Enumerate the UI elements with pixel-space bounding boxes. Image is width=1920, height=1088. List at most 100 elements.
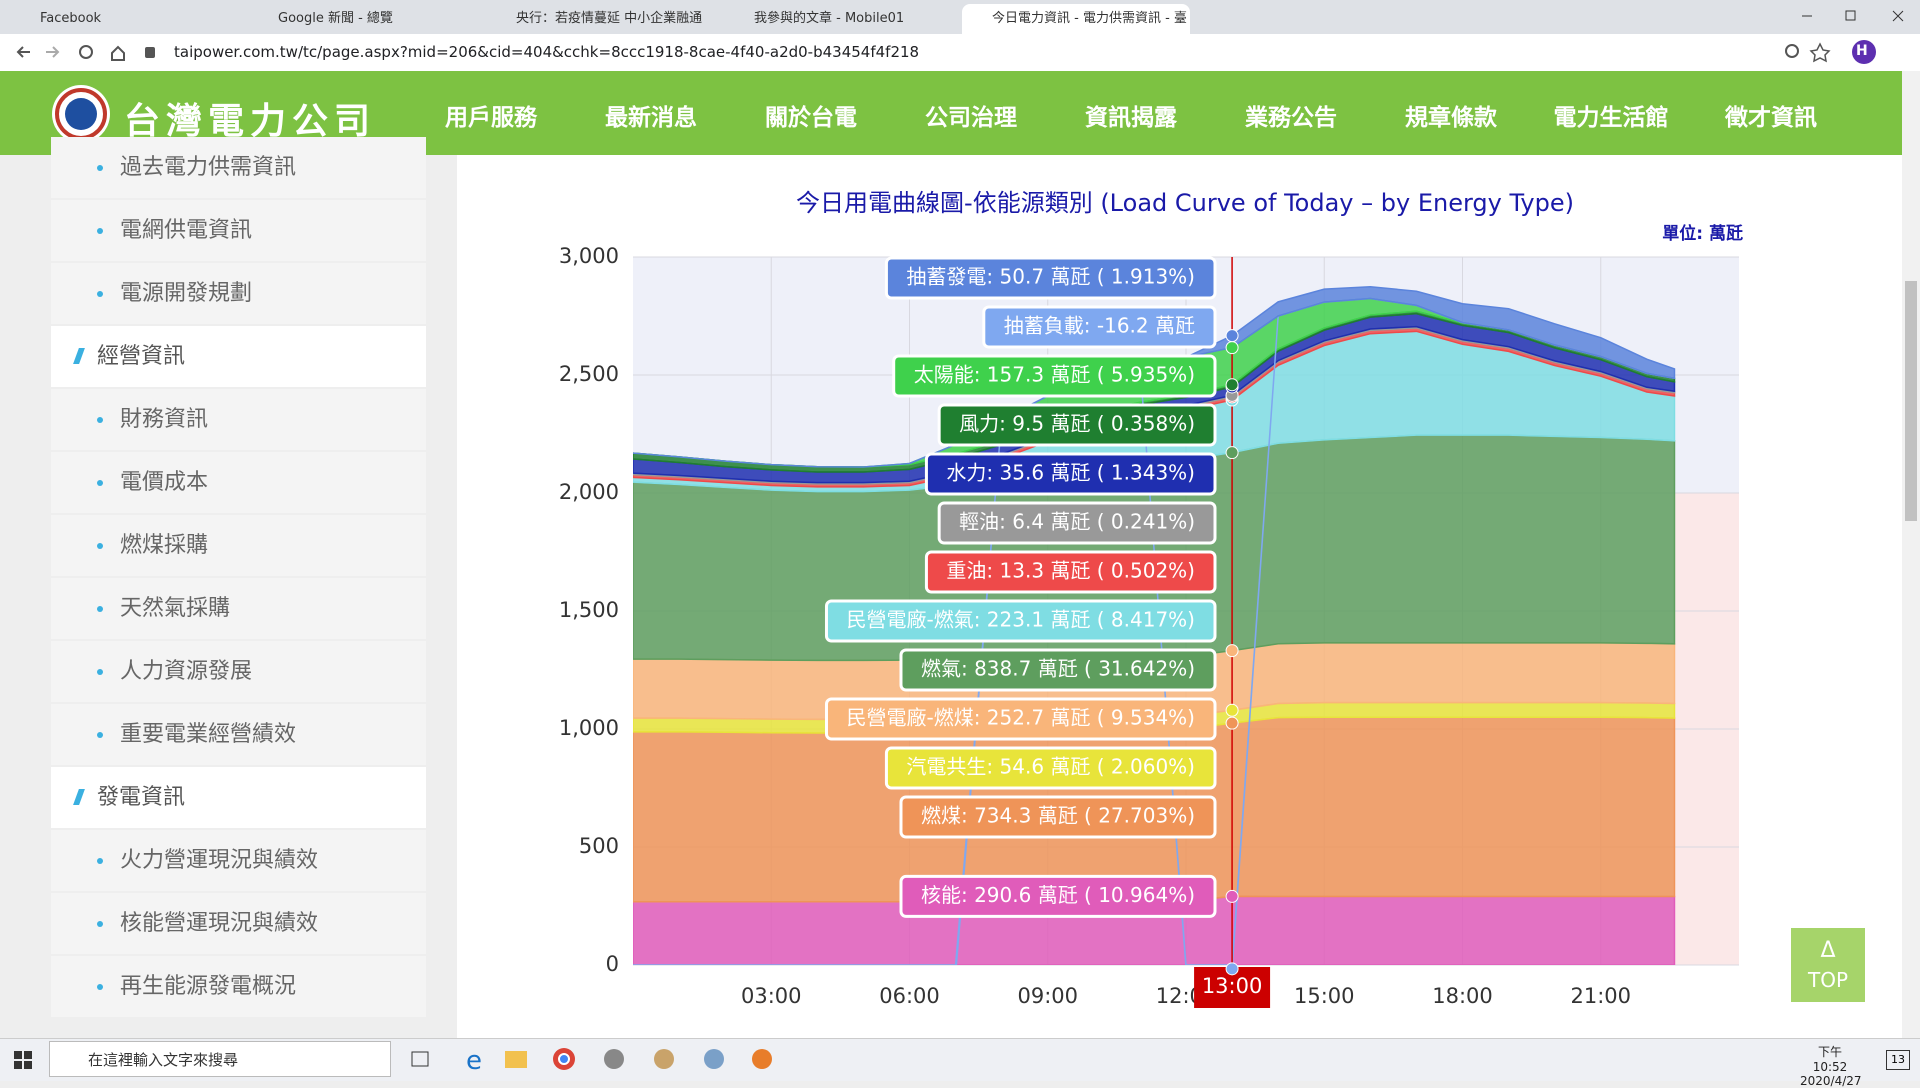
nav-item[interactable]: 電力生活館 (1553, 105, 1669, 131)
tooltip-bg (982, 305, 1217, 349)
tooltip-text: 重油: 13.3 萬瓩 ( 0.502%) (946, 559, 1195, 583)
point-marker (1225, 962, 1239, 976)
y-tick-label: 2,500 (559, 362, 619, 386)
y-tick-label: 3,000 (559, 244, 619, 268)
tooltip: 民營電廠-燃煤: 252.7 萬瓩 ( 9.534%) (824, 697, 1217, 741)
point-marker (1225, 446, 1239, 460)
nav-item[interactable]: 公司治理 (925, 105, 1017, 131)
tooltip-text: 燃煤: 734.3 萬瓩 ( 27.703%) (921, 804, 1195, 828)
tooltip: 核能: 290.6 萬瓩 ( 10.964%) (899, 874, 1217, 918)
top-label: TOP (1807, 968, 1849, 992)
tooltip-bg (884, 746, 1217, 790)
browser-tab[interactable]: 我參與的文章 - Mobile01 (754, 11, 905, 26)
sidebar-section[interactable]: 發電資訊 (51, 767, 426, 828)
tooltip-text: 燃氣: 838.7 萬瓩 ( 31.642%) (921, 657, 1195, 681)
tooltip: 水力: 35.6 萬瓩 ( 1.343%) (924, 452, 1217, 496)
point-marker (1225, 644, 1239, 658)
y-tick-label: 1,000 (559, 716, 619, 740)
nav-item[interactable]: 資訊揭露 (1085, 105, 1177, 131)
sidebar: 過去電力供需資訊 電網供電資訊 電源開發規劃 經營資訊 財務資訊 電價成本 燃煤採購 天然氣採… (51, 137, 426, 1038)
sidebar-item[interactable]: 電源開發規劃 (51, 263, 426, 324)
chart-title: 今日用電曲線圖-依能源類別 (Load Curve of Today – by … (796, 189, 1574, 217)
sidebar-item[interactable]: 燃煤採購 (51, 515, 426, 576)
browser-icons (16, 40, 1876, 64)
tooltip-text: 抽蓄發電: 50.7 萬瓩 ( 1.913%) (906, 265, 1195, 289)
tooltip: 風力: 9.5 萬瓩 ( 0.358%) (937, 403, 1217, 447)
x-tick-label: 09:00 (1017, 984, 1078, 1008)
scrollbar[interactable] (1902, 71, 1920, 1038)
time: 下午 10:52 (1812, 1045, 1848, 1074)
unit-label: 單位: 萬瓩 (1662, 223, 1743, 244)
nav-item[interactable]: 規章條款 (1405, 105, 1497, 131)
sidebar-item[interactable]: 電價成本 (51, 452, 426, 513)
nav-item[interactable]: 用戶服務 (445, 105, 537, 131)
tooltip-text: 水力: 35.6 萬瓩 ( 1.343%) (946, 461, 1195, 485)
nav-item[interactable]: 業務公告 (1245, 105, 1337, 131)
nav-item[interactable]: 徵才資訊 (1725, 105, 1817, 131)
taskbar-icons: e (14, 1046, 772, 1076)
url[interactable]: taipower.com.tw/tc/page.aspx?mid=206&cid… (174, 43, 920, 61)
x-tick-label: 21:00 (1570, 984, 1631, 1008)
x-tick-label: 15:00 (1294, 984, 1355, 1008)
logo-text[interactable]: 台灣電力公司 (124, 100, 377, 142)
sidebar-item[interactable]: 電網供電資訊 (51, 200, 426, 261)
svg-text:e: e (466, 1046, 482, 1076)
sidebar-item[interactable]: 重要電業經營績效 (51, 704, 426, 765)
notifications[interactable]: 13 (1886, 1050, 1910, 1070)
point-marker (1225, 378, 1239, 392)
y-tick-label: 0 (606, 952, 619, 976)
tooltip-bg (824, 599, 1217, 643)
browser-tab[interactable]: Facebook (40, 11, 102, 26)
browser-tab[interactable]: 央行：若疫情蔓延 中小企業融通 (516, 11, 703, 26)
nav-item[interactable]: 最新消息 (605, 105, 697, 131)
sidebar-item[interactable]: 天然氣採購 (51, 578, 426, 639)
tooltip: 抽蓄負載: -16.2 萬瓩 (982, 305, 1217, 349)
tooltip-bg (884, 256, 1217, 300)
tooltip-bg (824, 697, 1217, 741)
tooltip-bg (924, 550, 1217, 594)
tooltip: 重油: 13.3 萬瓩 ( 0.502%) (924, 550, 1217, 594)
sidebar-item[interactable]: 核能營運現況與績效 (51, 893, 426, 954)
tooltip-bg (899, 874, 1217, 918)
sidebar-section[interactable]: 經營資訊 (51, 326, 426, 387)
tooltip: 輕油: 6.4 萬瓩 ( 0.241%) (937, 501, 1217, 545)
clock: 下午 10:52 2020/4/27 (1800, 1043, 1862, 1088)
tooltip-bg (899, 648, 1217, 692)
nav-item[interactable]: 關於台電 (765, 105, 857, 131)
sidebar-item[interactable]: 火力營運現況與績效 (51, 830, 426, 891)
y-tick-label: 1,500 (559, 598, 619, 622)
browser-tab[interactable]: Google 新聞 - 總覽 (278, 11, 393, 26)
tooltip-text: 核能: 290.6 萬瓩 ( 10.964%) (921, 883, 1195, 907)
window-controls (1802, 10, 1904, 22)
x-tick-label: 18:00 (1432, 984, 1493, 1008)
tooltip: 燃氣: 838.7 萬瓩 ( 31.642%) (899, 648, 1217, 692)
date: 2020/4/27 (1800, 1074, 1862, 1088)
point-marker (1225, 716, 1239, 730)
sidebar-item[interactable]: 財務資訊 (51, 389, 426, 450)
tab-strip: Facebook Google 新聞 - 總覽 央行：若疫情蔓延 中小企業融通 我參與… (0, 0, 1920, 34)
tooltip-bg (899, 795, 1217, 839)
logo-icon (52, 85, 110, 143)
tooltip: 燃煤: 734.3 萬瓩 ( 27.703%) (899, 795, 1217, 839)
tooltip-text: 輕油: 6.4 萬瓩 ( 0.241%) (959, 510, 1195, 534)
top-button[interactable]: Δ TOP (1791, 928, 1865, 1002)
point-marker (1225, 329, 1239, 343)
sidebar-item[interactable]: 再生能源發電概況 (51, 956, 426, 1017)
tooltip-bg (937, 501, 1217, 545)
profile[interactable]: H (1856, 43, 1868, 59)
tooltip-text: 抽蓄負載: -16.2 萬瓩 (1004, 314, 1195, 338)
tooltip-text: 太陽能: 157.3 萬瓩 ( 5.935%) (914, 363, 1195, 387)
taskbar-search[interactable]: 在這裡輸入文字來搜尋 (49, 1041, 391, 1077)
tooltip-bg (892, 354, 1217, 398)
y-tick-label: 500 (579, 834, 619, 858)
sidebar-item[interactable]: 人力資源發展 (51, 641, 426, 702)
point-marker (1225, 889, 1239, 903)
browser-tab[interactable]: 今日電力資訊 - 電力供需資訊 - 臺 (962, 4, 1190, 34)
tooltip-bg (924, 452, 1217, 496)
tooltip: 民營電廠-燃氣: 223.1 萬瓩 ( 8.417%) (824, 599, 1217, 643)
point-marker (1225, 341, 1239, 355)
sidebar-item[interactable]: 過去電力供需資訊 (51, 137, 426, 198)
x-tick-label: 03:00 (741, 984, 802, 1008)
y-tick-label: 2,000 (559, 480, 619, 504)
tooltip-text: 民營電廠-燃氣: 223.1 萬瓩 ( 8.417%) (846, 608, 1195, 632)
